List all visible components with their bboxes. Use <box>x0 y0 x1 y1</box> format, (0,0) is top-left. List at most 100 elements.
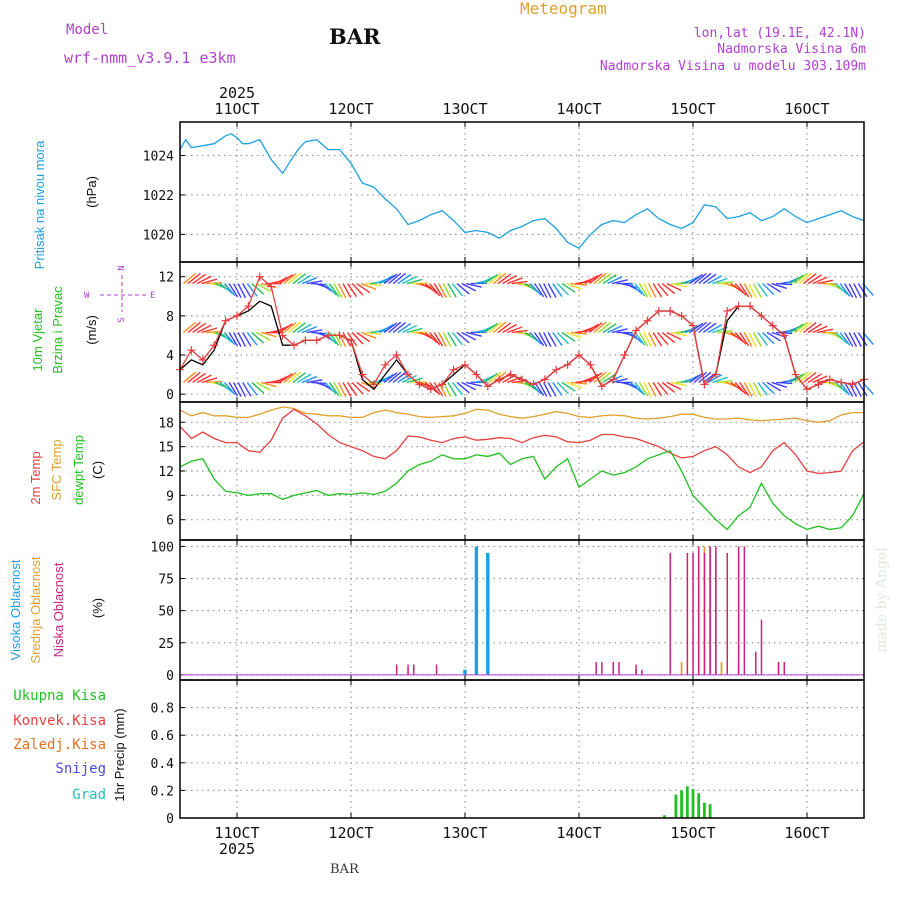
bar-visoka <box>463 669 467 675</box>
x-tick-label-top: 16OCT <box>784 100 829 118</box>
wind-vector <box>337 382 347 397</box>
gust-marker <box>563 360 572 369</box>
wind-vector <box>406 327 423 334</box>
wind-vector <box>433 382 444 397</box>
wind-vector <box>242 332 252 347</box>
wind-vector <box>803 273 817 285</box>
wind-vector <box>666 282 682 292</box>
wind-vector <box>206 380 223 384</box>
wind-vector <box>251 381 265 394</box>
series-line-2m-temp <box>179 408 865 475</box>
panel-3: 0 25 50 75 100 <box>151 539 865 684</box>
wind-vector <box>794 322 808 334</box>
wind-vector <box>256 331 271 341</box>
wind-vector <box>716 380 733 384</box>
gust-marker <box>210 341 219 350</box>
wind-vector <box>643 283 652 299</box>
gust-marker <box>290 341 298 350</box>
wind-vector <box>438 332 447 348</box>
year-label-bottom: 2025 <box>219 840 255 858</box>
wind-vector <box>424 283 438 295</box>
wind-vector <box>461 381 477 391</box>
wind-vector <box>684 374 700 384</box>
wind-vector <box>543 332 552 348</box>
wind-vector <box>762 331 775 345</box>
wind-vector <box>647 283 657 299</box>
gust-marker <box>347 336 355 345</box>
y-tick-label: 1024 <box>143 150 174 165</box>
wind-vector <box>817 279 834 285</box>
wind-vector <box>794 372 808 383</box>
wind-vector <box>588 322 603 334</box>
dir-w-label: W <box>84 291 90 301</box>
wind-ylabel: 10m Vjetar <box>30 308 45 372</box>
wind-vector <box>766 381 782 392</box>
wind-vector <box>771 282 788 290</box>
series-line-sfc-temp <box>179 406 864 423</box>
gust-marker <box>506 370 515 379</box>
wind-vector <box>561 282 576 293</box>
wind-vector <box>853 283 862 298</box>
wind-vector <box>488 371 502 383</box>
bar-visoka <box>474 546 479 675</box>
bar-niska <box>703 552 706 675</box>
wind-vector <box>483 372 499 383</box>
gust-marker <box>529 380 538 389</box>
dewpt-ylabel: dewpt Temp <box>71 435 86 505</box>
dir-e-label: E <box>150 291 155 301</box>
gust-marker <box>757 311 766 320</box>
x-tick-label-top: 11OCT <box>214 100 259 118</box>
wind-vector <box>752 283 762 298</box>
wind-vector <box>707 374 723 384</box>
wind-vector <box>356 282 371 294</box>
gust-marker <box>814 380 823 389</box>
bar-niska <box>777 662 780 675</box>
wind-vector <box>757 283 768 297</box>
wind-vector <box>533 332 545 347</box>
wind-vector <box>182 321 197 334</box>
wind-vector <box>629 331 643 344</box>
wind-vector <box>506 326 523 334</box>
wind-vector <box>401 324 417 334</box>
y-tick-label: 50 <box>158 605 174 620</box>
gust-marker <box>301 336 310 345</box>
model-elevation-text: Nadmorska Visina u modelu 303.109m <box>600 59 866 74</box>
gust-marker <box>620 351 629 360</box>
gust-marker <box>540 375 549 384</box>
gust-marker <box>723 306 732 315</box>
wind-vector <box>283 321 297 334</box>
wind-vector <box>835 283 848 295</box>
legend-snow: Snijeg <box>55 761 106 777</box>
x-tick-label-bottom: 11OCT <box>214 824 259 842</box>
wind-vector <box>693 371 707 383</box>
bar-niska <box>612 662 615 675</box>
wind-vector <box>853 332 862 347</box>
wind-vector <box>246 381 258 396</box>
wind-vector <box>201 327 218 334</box>
wind-vector <box>433 283 444 298</box>
wind-vector <box>812 325 828 334</box>
wind-vector <box>324 283 337 296</box>
legend-freezing-rain: Zaledj.Kisa <box>13 737 106 753</box>
gust-marker <box>780 331 789 340</box>
wind-vector <box>689 372 704 383</box>
gust-marker <box>700 380 709 389</box>
wind-vector <box>684 324 700 334</box>
wind-vector <box>361 331 377 339</box>
wind-vector <box>182 272 197 285</box>
wind-vector <box>223 283 236 297</box>
wind-vector <box>306 329 323 334</box>
wind-vector <box>297 373 312 384</box>
gust-marker <box>392 351 401 360</box>
wind-vector <box>766 282 782 293</box>
gust-marker <box>495 375 504 384</box>
wind-vector <box>844 283 854 298</box>
wind-vector <box>451 283 464 297</box>
bar-srednja <box>680 662 683 675</box>
gust-marker <box>267 282 276 291</box>
wind-vector <box>807 373 822 384</box>
bar-niska <box>686 552 689 675</box>
wind-vector <box>803 371 817 383</box>
wind-vector <box>743 332 753 347</box>
